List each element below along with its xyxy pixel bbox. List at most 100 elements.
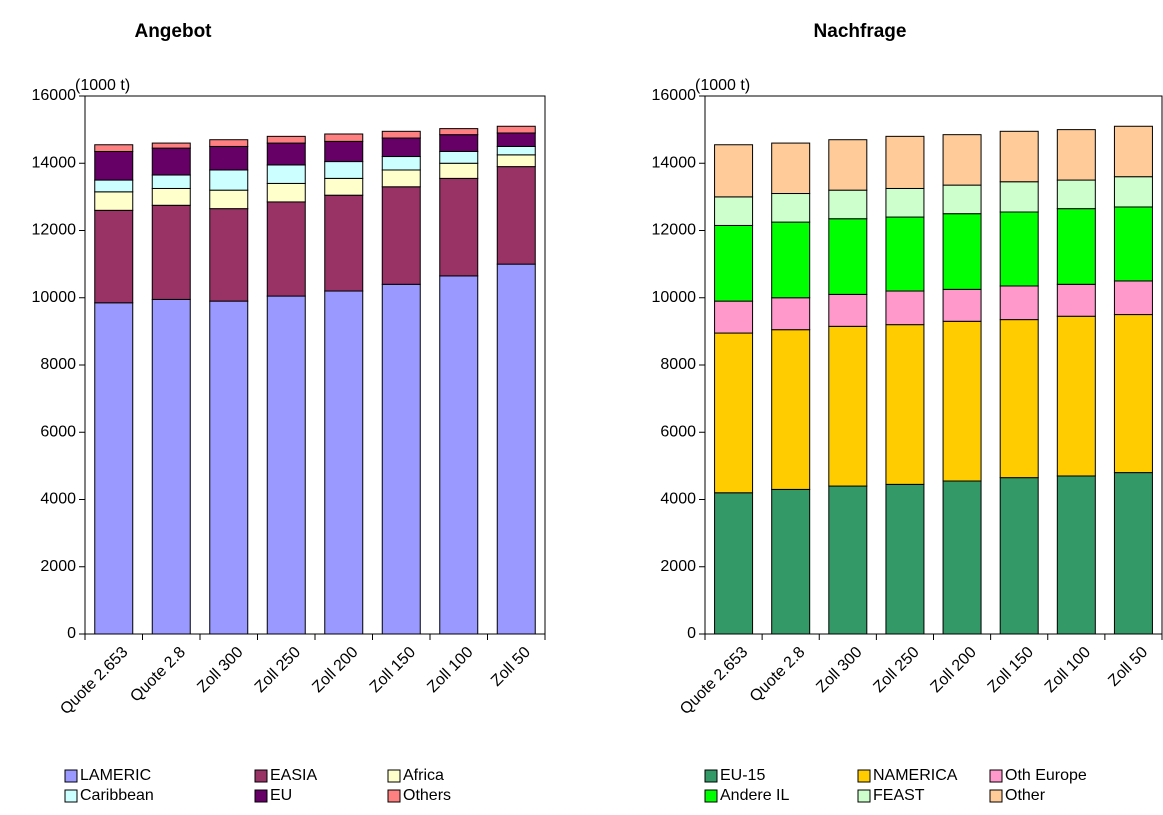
bar-segment <box>828 485 868 635</box>
bar-segment <box>771 142 811 195</box>
legend-label: LAMERIC <box>80 767 151 784</box>
bar-segment <box>266 295 306 635</box>
bar-segment <box>324 140 364 163</box>
bar-segment <box>209 145 249 171</box>
x-tick-label: Quote 2.8 <box>747 644 809 706</box>
bar-segment <box>828 293 868 327</box>
y-tick-label: 6000 <box>40 423 76 440</box>
y-tick-label: 0 <box>67 625 76 642</box>
bar-segment <box>942 134 982 186</box>
bar-segment <box>1113 206 1153 282</box>
bar-segment <box>439 275 479 635</box>
bar-segment <box>496 263 536 635</box>
y-axis-label: (1000 t) <box>75 77 130 94</box>
bar-segment <box>942 288 982 322</box>
bar-segment <box>885 324 925 485</box>
y-tick-label: 8000 <box>660 356 696 373</box>
bar-segment <box>714 332 754 494</box>
bar-segment <box>999 181 1039 213</box>
bar-segment <box>381 169 421 188</box>
legend-swatch <box>254 789 268 803</box>
legend-swatch <box>704 769 718 783</box>
legend-label: Caribbean <box>80 787 154 804</box>
bar-segment <box>828 189 868 220</box>
bar-segment <box>714 492 754 635</box>
bar-segment <box>439 134 479 152</box>
bar-segment <box>942 213 982 290</box>
legend-swatch <box>64 769 78 783</box>
bar-segment <box>1056 179 1096 210</box>
bar-segment <box>381 130 421 139</box>
bar-segment <box>209 208 249 302</box>
bar-segment <box>209 300 249 635</box>
bar-segment <box>439 162 479 179</box>
x-tick-label: Quote 2.653 <box>677 644 751 718</box>
bar-segment <box>1056 208 1096 285</box>
x-tick-label: Zoll 300 <box>194 644 246 696</box>
bar-segment <box>1113 280 1153 316</box>
y-tick-label: 4000 <box>660 491 696 508</box>
bar-segment <box>266 142 306 166</box>
x-tick-label: Zoll 250 <box>870 644 922 696</box>
bar-segment <box>1113 176 1153 208</box>
bar-segment <box>999 130 1039 183</box>
plot-frame <box>84 95 546 635</box>
bar-segment <box>151 142 191 149</box>
y-tick-label: 14000 <box>32 154 77 171</box>
bar-segment <box>94 144 134 152</box>
legend-swatch <box>387 789 401 803</box>
y-tick-label: 6000 <box>660 423 696 440</box>
bar-segment <box>942 320 982 482</box>
x-tick-label: Zoll 150 <box>367 644 419 696</box>
x-tick-label: Quote 2.653 <box>57 644 131 718</box>
bar-segment <box>885 216 925 292</box>
bar-segment <box>828 218 868 295</box>
bar-segment <box>381 137 421 158</box>
bar-segment <box>266 201 306 297</box>
bar-segment <box>94 191 134 211</box>
legend-label: Oth Europe <box>1005 767 1087 784</box>
x-tick-label: Zoll 100 <box>1042 644 1094 696</box>
bar-segment <box>209 139 249 147</box>
bar-segment <box>1113 125 1153 178</box>
bar-segment <box>381 283 421 635</box>
x-tick-label: Zoll 50 <box>1105 644 1151 690</box>
y-tick-label: 16000 <box>32 87 77 104</box>
bar-segment <box>324 194 364 292</box>
bar-segment <box>151 187 191 206</box>
bar-segment <box>771 297 811 331</box>
bar-segment <box>324 161 364 179</box>
bar-segment <box>151 204 191 300</box>
bar-segment <box>94 150 134 181</box>
bar-segment <box>324 290 364 635</box>
bar-segment <box>1056 283 1096 317</box>
bar-segment <box>381 156 421 171</box>
legend-swatch <box>857 789 871 803</box>
bar-segment <box>439 150 479 164</box>
y-tick-label: 4000 <box>40 491 76 508</box>
bar-segment <box>439 177 479 277</box>
legend-label: Africa <box>403 767 444 784</box>
bar-segment <box>999 319 1039 479</box>
y-tick-label: 2000 <box>660 558 696 575</box>
legend-label: EU-15 <box>720 767 765 784</box>
bar-segment <box>151 174 191 189</box>
bar-segment <box>209 189 249 210</box>
bar-segment <box>496 166 536 265</box>
bar-segment <box>496 154 536 168</box>
x-tick-label: Zoll 100 <box>424 644 476 696</box>
bar-segment <box>828 325 868 487</box>
bar-segment <box>151 298 191 635</box>
legend-label: EASIA <box>270 767 317 784</box>
bar-segment <box>771 488 811 635</box>
legend-label: FEAST <box>873 787 925 804</box>
y-tick-label: 0 <box>687 625 696 642</box>
bar-segment <box>942 184 982 215</box>
y-tick-label: 16000 <box>652 87 697 104</box>
bar-segment <box>999 477 1039 635</box>
bar-segment <box>714 196 754 226</box>
x-tick-label: Zoll 150 <box>985 644 1037 696</box>
x-tick-label: Quote 2.8 <box>127 644 189 706</box>
bar-segment <box>324 177 364 196</box>
